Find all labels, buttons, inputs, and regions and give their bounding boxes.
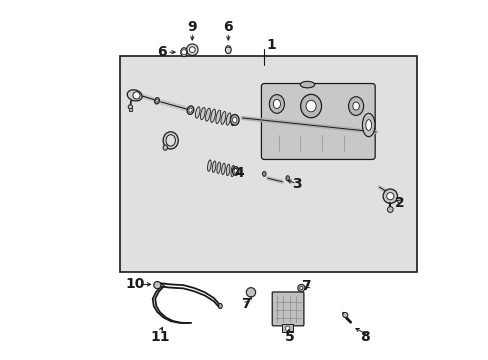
Ellipse shape [207,160,211,171]
Text: 5: 5 [284,330,294,343]
Ellipse shape [188,108,192,112]
Ellipse shape [352,102,359,110]
Ellipse shape [232,117,237,123]
Text: 6: 6 [157,45,166,59]
Circle shape [386,207,392,212]
Ellipse shape [205,108,210,121]
Ellipse shape [231,114,236,126]
Bar [120,56,416,272]
Ellipse shape [299,287,303,289]
Text: 8: 8 [360,330,369,343]
Ellipse shape [226,164,229,176]
Circle shape [382,189,397,203]
Ellipse shape [365,120,371,130]
Ellipse shape [163,132,178,149]
Ellipse shape [212,161,216,172]
Ellipse shape [210,109,215,122]
Ellipse shape [362,113,374,137]
Ellipse shape [195,107,200,118]
Ellipse shape [234,168,237,174]
Text: 2: 2 [394,197,404,210]
Ellipse shape [187,106,193,114]
Ellipse shape [300,94,321,118]
Ellipse shape [221,163,225,175]
Ellipse shape [221,112,225,125]
Text: 11: 11 [150,330,169,343]
Ellipse shape [273,99,280,108]
Ellipse shape [297,284,305,292]
FancyBboxPatch shape [261,84,374,159]
Ellipse shape [305,100,316,112]
Ellipse shape [218,303,222,309]
Ellipse shape [300,81,314,88]
Ellipse shape [217,162,220,174]
Text: 10: 10 [125,278,144,291]
Circle shape [181,50,186,55]
Ellipse shape [200,107,205,120]
FancyBboxPatch shape [272,292,303,326]
Ellipse shape [225,46,231,54]
Ellipse shape [181,48,187,57]
Circle shape [128,105,132,109]
Ellipse shape [154,98,159,104]
Ellipse shape [230,165,234,177]
Circle shape [189,47,195,53]
Circle shape [133,92,140,99]
Ellipse shape [166,135,175,146]
Text: 6: 6 [223,20,233,34]
Ellipse shape [269,95,284,113]
Bar [128,108,132,111]
Text: 4: 4 [234,166,244,180]
Text: 7: 7 [300,279,310,293]
Ellipse shape [215,110,220,123]
Ellipse shape [262,171,265,176]
Ellipse shape [226,113,230,125]
Circle shape [386,193,393,200]
Ellipse shape [230,114,239,125]
Text: 1: 1 [266,38,276,52]
Bar [282,324,292,332]
Ellipse shape [348,97,363,116]
Ellipse shape [285,176,289,181]
Circle shape [285,326,289,330]
Circle shape [342,312,347,318]
Ellipse shape [156,99,158,102]
Ellipse shape [163,145,167,150]
Text: 3: 3 [291,177,301,190]
Ellipse shape [127,90,142,101]
Ellipse shape [232,167,239,175]
Circle shape [246,288,255,297]
Circle shape [186,44,198,55]
Circle shape [153,282,161,289]
Text: 9: 9 [187,20,197,34]
Text: 7: 7 [241,297,251,311]
